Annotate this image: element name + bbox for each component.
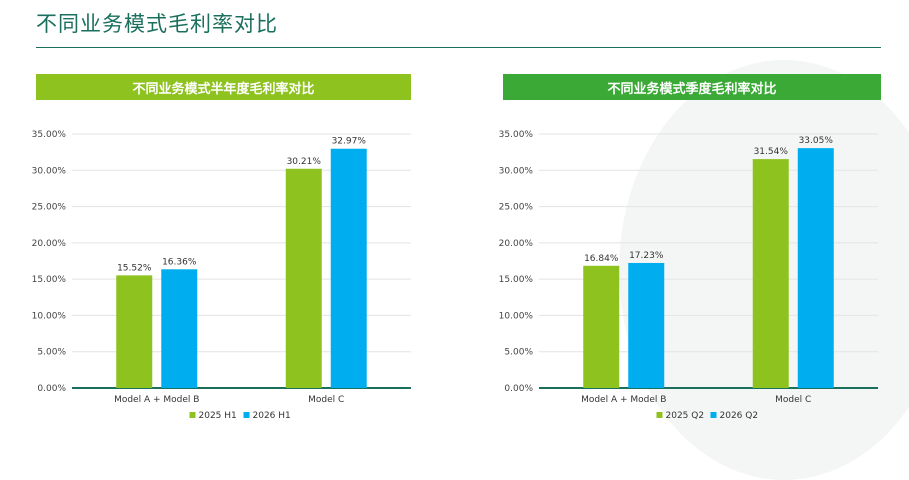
legend-swatch [189,412,196,418]
legend-label: 2025 Q2 [666,411,705,421]
bar [583,265,620,388]
y-tick-label: 5.00% [504,348,533,358]
data-label: 33.05% [799,136,834,146]
data-label: 31.54% [754,147,789,157]
y-tick-label: 25.00% [32,203,67,213]
y-tick-label: 0.00% [504,384,533,394]
bar [330,148,367,388]
x-category-label: Model A + Model B [114,395,199,405]
legend-label: 2026 Q2 [720,411,759,421]
bar [628,262,665,388]
page-title: 不同业务模式毛利率对比 [36,12,278,36]
chart-header-half-year: 不同业务模式半年度毛利率对比 [36,74,411,100]
legend-swatch [243,412,250,418]
y-tick-label: 0.00% [37,384,66,394]
y-tick-label: 5.00% [37,348,66,358]
y-tick-label: 30.00% [499,166,534,176]
data-label: 17.23% [629,251,664,261]
bar [285,168,322,388]
y-tick-label: 15.00% [499,275,534,285]
y-tick-label: 15.00% [32,275,67,285]
y-tick-label: 10.00% [32,311,67,321]
data-label: 16.84% [584,254,619,264]
y-tick-label: 20.00% [499,239,534,249]
chart-header-quarterly: 不同业务模式季度毛利率对比 [503,74,881,100]
x-category-label: Model C [775,395,811,405]
y-tick-label: 30.00% [32,166,67,176]
legend-label: 2025 H1 [199,411,237,421]
data-label: 30.21% [287,157,322,167]
data-label: 32.97% [332,137,367,147]
legend-swatch [656,412,663,418]
y-tick-label: 35.00% [32,130,67,140]
data-label: 16.36% [162,257,197,267]
y-tick-label: 35.00% [499,130,534,140]
y-tick-label: 25.00% [499,203,534,213]
title-divider [36,47,881,48]
data-label: 15.52% [117,263,152,273]
y-tick-label: 10.00% [499,311,534,321]
bar [797,148,834,388]
bar [116,275,153,388]
bar [752,159,789,388]
legend-swatch [710,412,717,418]
x-category-label: Model C [308,395,344,405]
x-category-label: Model A + Model B [581,395,666,405]
bar-chart-half-year: 0.00% 5.00% 10.00% 15.00% 20.00% 25.00% 30.00%… [32,130,411,421]
legend-label: 2026 H1 [253,411,291,421]
bar [161,269,198,388]
bar-chart-quarterly: 0.00% 5.00% 10.00% 15.00% 20.00% 25.00% 30.00%… [499,130,878,421]
y-tick-label: 20.00% [32,239,67,249]
